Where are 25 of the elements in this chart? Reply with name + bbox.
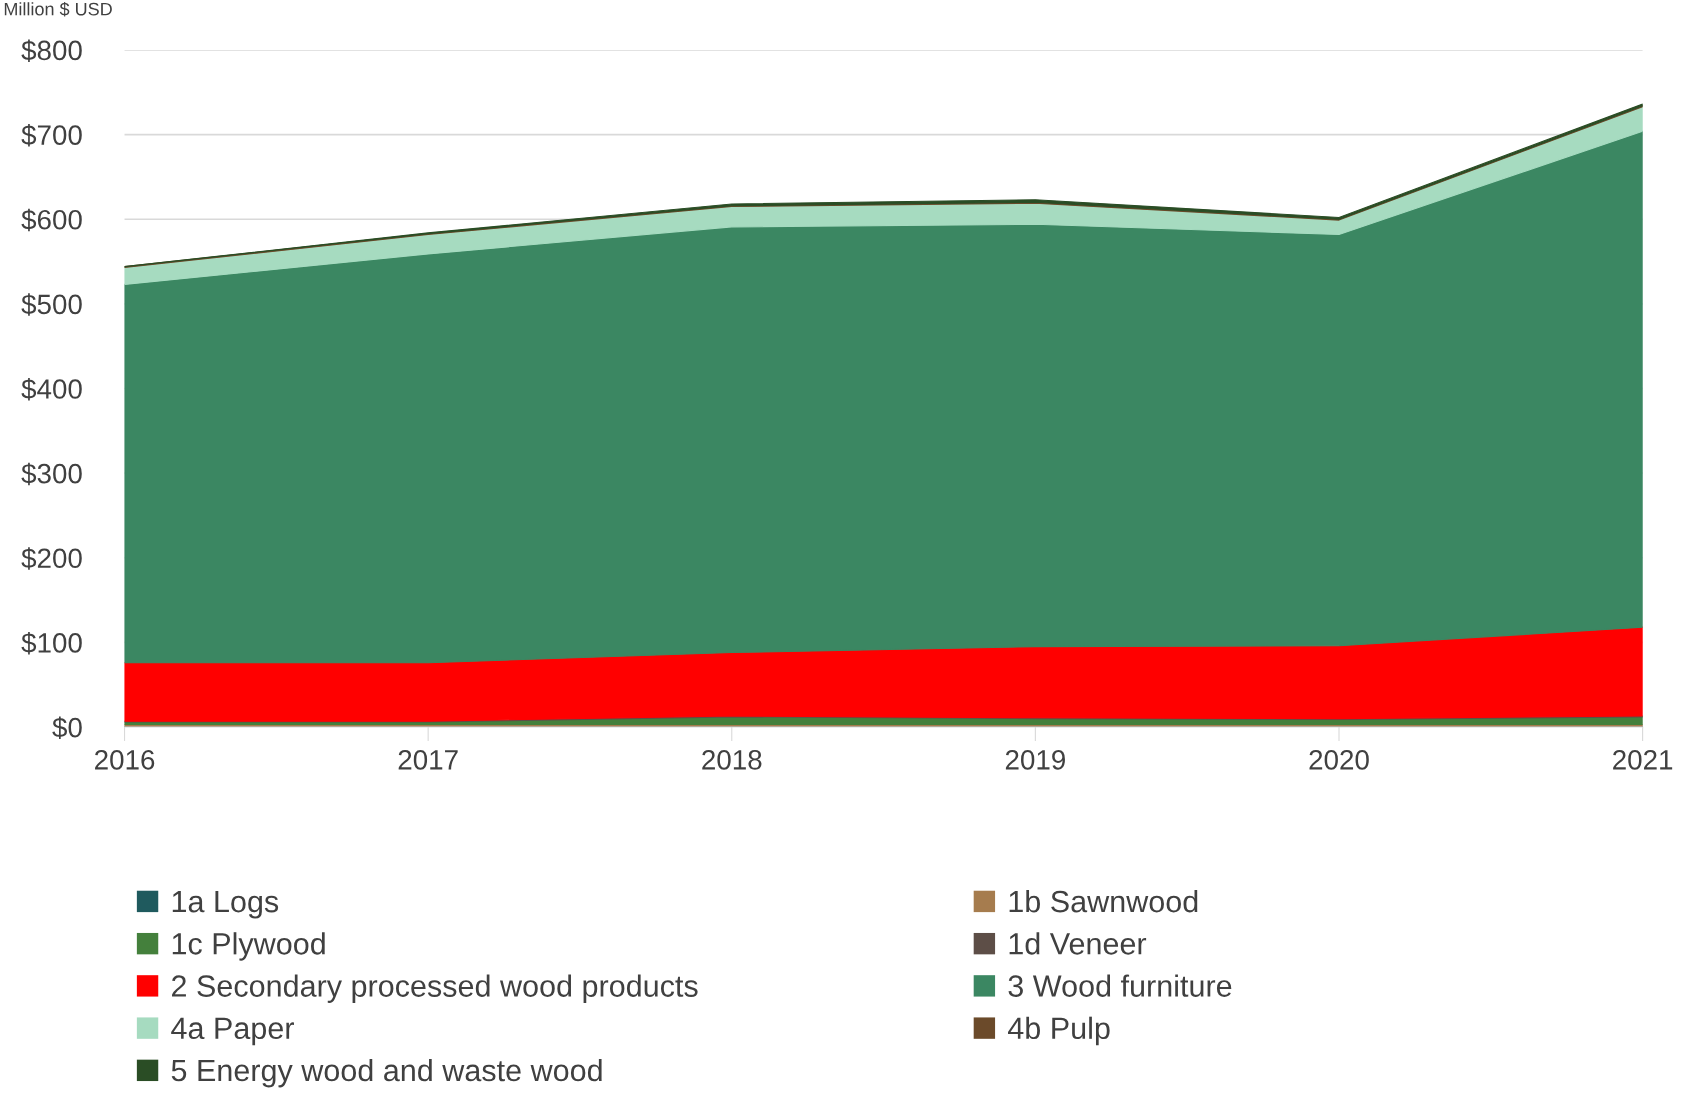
y-tick-label: $500 (21, 293, 82, 316)
y-tick-label: $400 (21, 378, 82, 401)
y-tick-label: $800 (21, 39, 82, 62)
x-tick-label: 2021 (1613, 750, 1673, 770)
y-tick-label: $600 (21, 208, 82, 232)
legend-label: 1c Plywood (172, 932, 325, 961)
y-tick-label: $0 (52, 716, 82, 740)
legend-label: 1a Logs (172, 891, 279, 919)
x-tick-label: 2018 (702, 750, 762, 770)
legend-label: 4a Paper (171, 1017, 294, 1046)
legend-label: 5 Energy wood and waste wood (171, 1058, 602, 1088)
y-tick-label: $200 (21, 547, 82, 570)
legend-label: 3 Wood furniture (1008, 974, 1232, 997)
y-tick-label: $100 (21, 631, 82, 655)
x-tick-label: 2020 (1309, 750, 1369, 770)
x-tick-label: 2016 (95, 750, 155, 770)
x-tick-label: 2019 (1005, 750, 1065, 770)
y-axis-title: Million $ USD (4, 1, 112, 17)
x-tick-label: 2017 (398, 750, 458, 770)
y-tick-label: $700 (21, 124, 82, 147)
legend-label: 2 Secondary processed wood products (172, 974, 698, 1003)
legend-label: 1d Veneer (1009, 932, 1147, 955)
legend-label: 4b Pulp (1008, 1016, 1110, 1046)
y-tick-label: $300 (21, 462, 82, 486)
legend-label: 1b Sawnwood (1009, 889, 1198, 913)
